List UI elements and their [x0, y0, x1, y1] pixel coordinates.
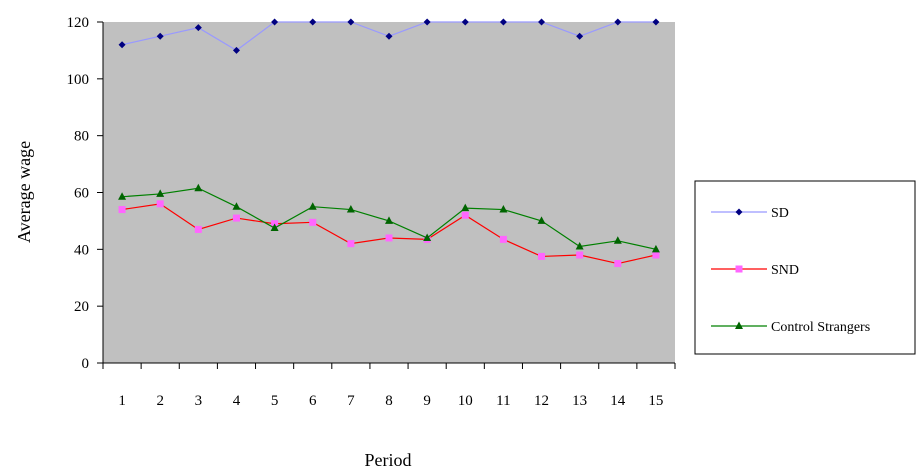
y-tick-label: 100 — [67, 72, 90, 88]
y-tick-label: 80 — [74, 129, 89, 145]
data-point-control-strangers — [461, 203, 470, 212]
data-point-snd — [156, 200, 164, 208]
data-point-sd — [461, 18, 469, 26]
data-point-sd — [576, 32, 584, 40]
x-axis: 1 2 3 4 5 6 7 8 9 10 11 12 13 14 15 — [102, 362, 676, 409]
data-point-snd — [194, 225, 202, 233]
legend-box — [694, 180, 916, 355]
data-point-sd — [652, 18, 660, 26]
data-point-snd — [499, 235, 507, 243]
x-tick-label: 1 — [118, 393, 126, 409]
data-point-sd — [347, 18, 355, 26]
data-point-control-strangers — [232, 202, 241, 210]
series-sd — [118, 18, 660, 54]
data-point-sd — [614, 18, 622, 26]
y-tick-label: 60 — [74, 186, 89, 202]
data-point-snd — [309, 218, 317, 226]
legend-marker-control-strangers — [735, 321, 743, 329]
x-tick-label: 4 — [233, 393, 241, 409]
data-point-control-strangers — [118, 192, 127, 200]
data-point-sd — [118, 41, 126, 49]
legend: SD SND Control Strangers — [694, 180, 916, 355]
legend-item-sd: SD — [711, 206, 789, 221]
legend-marker-snd — [735, 265, 743, 273]
data-point-control-strangers — [270, 223, 279, 232]
x-tick-label: 11 — [496, 393, 510, 409]
y-axis: 0 20 40 60 80 100 120 — [67, 15, 104, 372]
data-point-sd — [232, 46, 240, 54]
legend-item-control-strangers: Control Strangers — [711, 320, 870, 335]
data-point-snd — [385, 234, 393, 242]
series-layer — [118, 18, 660, 268]
data-point-control-strangers — [575, 241, 584, 250]
y-tick-label: 120 — [67, 15, 90, 31]
x-tick-label: 5 — [271, 393, 279, 409]
data-point-control-strangers — [346, 205, 355, 213]
y-tick-label: 0 — [82, 356, 90, 372]
series-control-strangers — [118, 183, 660, 253]
data-point-control-strangers — [194, 183, 203, 192]
data-point-sd — [271, 18, 279, 26]
x-tick-label: 12 — [534, 393, 549, 409]
data-point-snd — [232, 214, 240, 222]
data-point-control-strangers — [537, 216, 546, 224]
data-point-snd — [118, 206, 126, 214]
data-point-control-strangers — [651, 244, 660, 253]
x-tick-label: 10 — [458, 393, 473, 409]
data-point-sd — [156, 32, 164, 40]
y-tick-label: 20 — [74, 299, 89, 315]
legend-label-snd: SND — [771, 263, 799, 278]
x-tick-label: 13 — [572, 393, 587, 409]
y-tick-label: 40 — [74, 242, 89, 258]
x-tick-label: 6 — [309, 393, 317, 409]
x-tick-label: 3 — [195, 393, 203, 409]
legend-label-control-strangers: Control Strangers — [771, 320, 870, 335]
data-point-sd — [423, 18, 431, 26]
data-point-control-strangers — [499, 205, 508, 213]
data-point-sd — [538, 18, 546, 26]
legend-marker-sd — [735, 208, 743, 216]
plot-area — [103, 22, 675, 363]
data-point-control-strangers — [156, 189, 165, 197]
x-tick-label: 2 — [156, 393, 164, 409]
data-point-snd — [347, 240, 355, 248]
data-point-sd — [194, 24, 202, 32]
data-point-snd — [461, 211, 469, 219]
data-point-control-strangers — [613, 236, 622, 244]
y-axis-title: Average wage — [14, 141, 34, 243]
data-point-sd — [309, 18, 317, 26]
data-point-snd — [576, 251, 584, 259]
data-point-snd — [538, 252, 546, 260]
data-point-control-strangers — [385, 216, 393, 224]
legend-item-snd: SND — [711, 263, 799, 278]
x-axis-title: Period — [365, 450, 412, 470]
data-point-sd — [499, 18, 507, 26]
x-tick-label: 7 — [347, 393, 355, 409]
data-point-control-strangers — [308, 202, 317, 210]
x-tick-label: 14 — [610, 393, 626, 409]
data-point-control-strangers — [423, 233, 432, 241]
legend-label-sd: SD — [771, 206, 789, 221]
data-point-snd — [614, 260, 622, 268]
x-tick-label: 15 — [648, 393, 663, 409]
data-point-snd — [652, 251, 660, 259]
data-point-sd — [385, 32, 393, 40]
x-tick-label: 9 — [423, 393, 431, 409]
x-tick-label: 8 — [385, 393, 393, 409]
